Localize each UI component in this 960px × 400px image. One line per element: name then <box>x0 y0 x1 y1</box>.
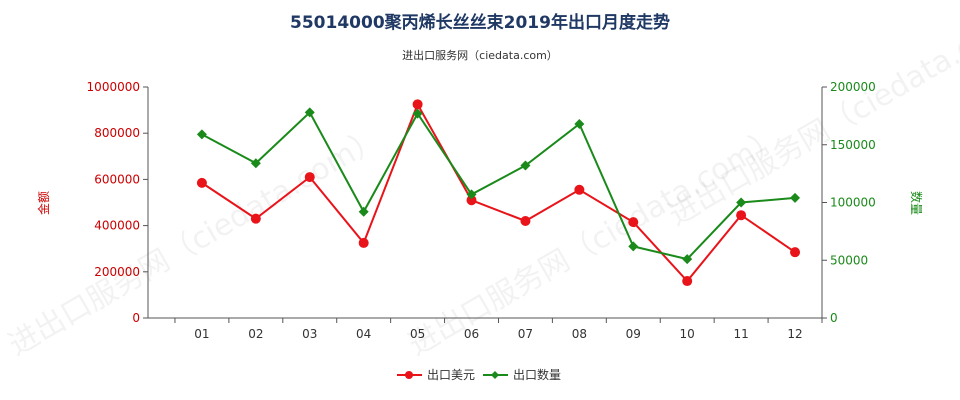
usd-point <box>520 215 531 226</box>
qty-point <box>628 241 639 252</box>
legend-usd-label: 出口美元 <box>427 368 475 382</box>
y-left-tick-label: 200000 <box>94 265 140 279</box>
legend-qty-marker <box>491 371 499 379</box>
x-tick-label: 03 <box>302 327 317 341</box>
y-left-tick-label: 1000000 <box>87 80 140 94</box>
qty-point <box>790 192 801 203</box>
x-tick-label: 04 <box>356 327 371 341</box>
watermark-text: 进出口服务网（ciedata.com） <box>403 121 788 364</box>
usd-point <box>628 217 639 228</box>
y-right-tick-label: 150000 <box>830 138 876 152</box>
usd-point <box>358 237 369 248</box>
x-tick-label: 05 <box>410 327 425 341</box>
usd-point <box>304 172 315 183</box>
qty-point <box>736 197 747 208</box>
x-tick-label: 06 <box>464 327 479 341</box>
y-left-axis-title: 金额 <box>36 191 51 215</box>
qty-point <box>574 118 585 129</box>
qty-point <box>682 254 693 265</box>
qty-series-line <box>201 110 796 261</box>
usd-point <box>574 184 585 195</box>
legend-usd-marker <box>405 371 413 379</box>
x-tick-label: 07 <box>518 327 533 341</box>
qty-point <box>412 108 423 119</box>
x-tick-label: 10 <box>680 327 695 341</box>
qty-point <box>304 107 315 118</box>
qty-point <box>520 160 531 171</box>
usd-point <box>196 177 207 188</box>
usd-point <box>682 276 693 287</box>
x-tick-label: 01 <box>194 327 209 341</box>
qty-point <box>196 129 207 140</box>
qty-point <box>466 189 477 200</box>
x-tick-label: 09 <box>626 327 641 341</box>
qty-point <box>358 206 369 217</box>
watermark: 进出口服务网（ciedata.com） 进出口服务网（ciedata.com）进出… <box>3 0 960 363</box>
x-tick-label: 02 <box>248 327 263 341</box>
y-right-axis-title: 数量 <box>909 191 924 215</box>
chart-title: 55014000聚丙烯长丝丝束2019年出口月度走势 <box>290 13 670 33</box>
x-tick-label: 12 <box>787 327 802 341</box>
y-right-tick-label: 100000 <box>830 196 876 210</box>
y-left-tick-label: 0 <box>132 311 140 325</box>
chart-subtitle: 进出口服务网（ciedata.com） <box>402 49 558 62</box>
usd-point <box>790 247 801 258</box>
usd-series-line <box>201 101 796 283</box>
x-tick-label: 11 <box>733 327 748 341</box>
y-right-tick-label: 50000 <box>830 253 868 267</box>
usd-point <box>250 213 261 224</box>
usd-point <box>736 210 747 221</box>
y-left-tick-label: 600000 <box>94 172 140 186</box>
y-left-tick-label: 800000 <box>94 126 140 140</box>
usd-point <box>466 195 477 206</box>
y-right-tick-label: 200000 <box>830 80 876 94</box>
y-left-tick-label: 400000 <box>94 219 140 233</box>
qty-point <box>250 158 261 169</box>
x-tick-label: 08 <box>572 327 587 341</box>
y-right-tick-label: 0 <box>830 311 838 325</box>
usd-point <box>412 99 423 110</box>
legend-qty-label: 出口数量 <box>513 367 561 382</box>
